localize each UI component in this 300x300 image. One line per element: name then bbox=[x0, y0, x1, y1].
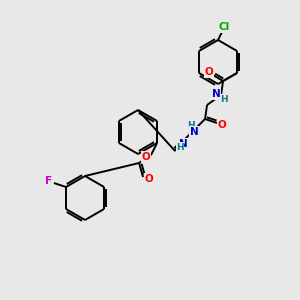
Text: H: H bbox=[220, 94, 228, 103]
Text: N: N bbox=[179, 139, 188, 149]
Text: H: H bbox=[187, 121, 195, 130]
Text: O: O bbox=[218, 120, 226, 130]
Text: N: N bbox=[190, 127, 198, 137]
Text: O: O bbox=[145, 174, 153, 184]
Text: O: O bbox=[142, 152, 150, 162]
Text: O: O bbox=[205, 67, 213, 77]
Text: Cl: Cl bbox=[218, 22, 230, 32]
Text: F: F bbox=[45, 176, 52, 186]
Text: N: N bbox=[212, 89, 220, 99]
Text: H: H bbox=[176, 142, 184, 152]
